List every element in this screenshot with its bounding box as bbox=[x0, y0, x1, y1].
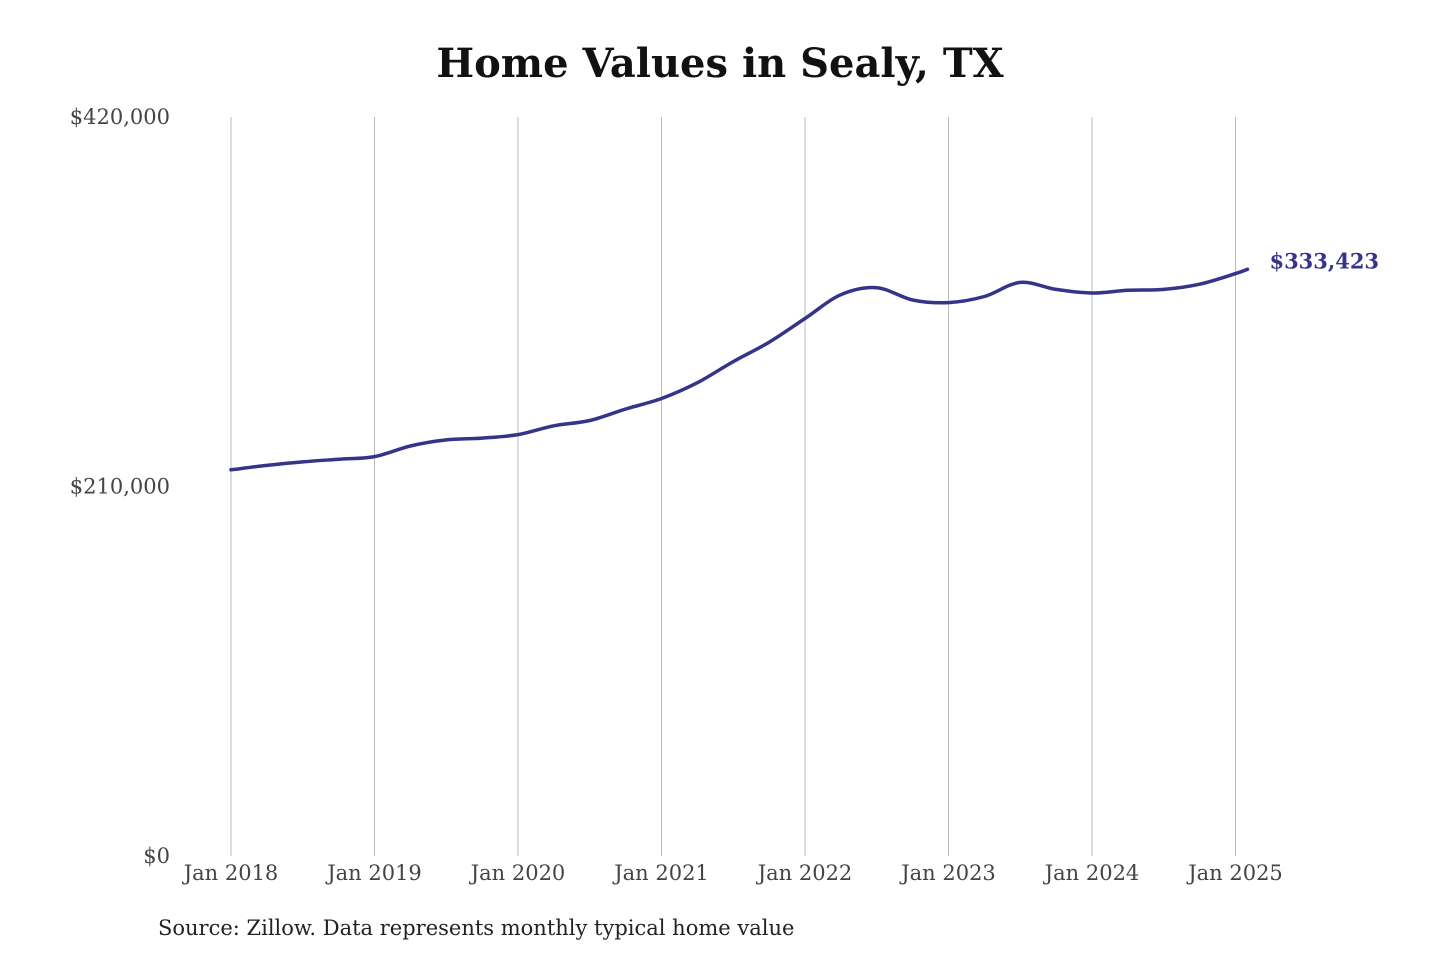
x-tick-label: Jan 2025 bbox=[1186, 861, 1283, 885]
end-value-label: $333,423 bbox=[1269, 248, 1379, 273]
y-axis-ticks: $0 $210,000 $420,000 bbox=[70, 105, 170, 868]
x-tick-label: Jan 2019 bbox=[325, 861, 422, 885]
chart-title: Home Values in Sealy, TX bbox=[436, 40, 1004, 87]
y-tick-label: $420,000 bbox=[70, 105, 170, 129]
series-line bbox=[229, 267, 1250, 472]
y-tick-label: $210,000 bbox=[70, 475, 170, 499]
x-tick-label: Jan 2022 bbox=[756, 861, 853, 885]
x-tick-label: Jan 2018 bbox=[182, 861, 279, 885]
series-layer: $333,423 bbox=[229, 248, 1379, 472]
x-tick-label: Jan 2023 bbox=[899, 861, 996, 885]
source-note: Source: Zillow. Data represents monthly … bbox=[158, 916, 795, 940]
vertical-gridlines bbox=[230, 117, 1236, 856]
x-axis-ticks: Jan 2018 Jan 2019 Jan 2020 Jan 2021 Jan 2022… bbox=[182, 861, 1283, 885]
x-tick-label: Jan 2020 bbox=[469, 861, 566, 885]
x-tick-label: Jan 2021 bbox=[612, 861, 709, 885]
y-tick-label: $0 bbox=[143, 844, 170, 868]
x-tick-label: Jan 2024 bbox=[1043, 861, 1140, 885]
